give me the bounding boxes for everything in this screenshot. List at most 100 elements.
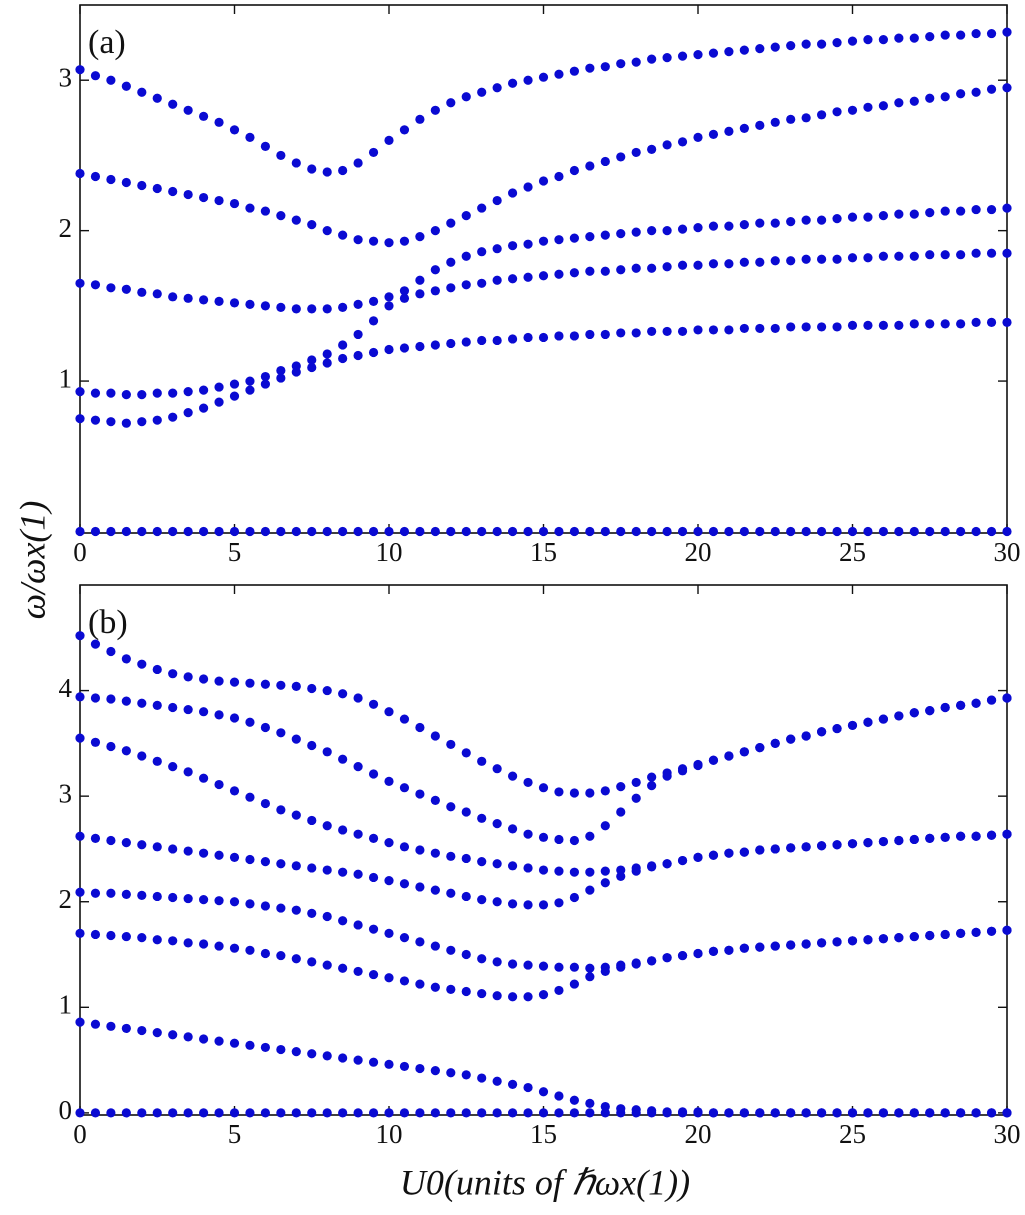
data-point (894, 835, 904, 846)
data-point (523, 75, 533, 85)
data-point (322, 821, 332, 831)
data-point (368, 699, 379, 709)
data-point (152, 842, 162, 852)
x-tick-label: 0 (73, 537, 87, 567)
data-point (801, 254, 811, 264)
data-point (137, 390, 147, 400)
data-point (832, 1108, 842, 1118)
data-point (477, 1108, 487, 1118)
data-point (152, 756, 162, 766)
data-point (600, 1101, 610, 1112)
data-point (647, 144, 657, 155)
y-tick-label: 1 (59, 990, 73, 1020)
x-tick-label: 10 (376, 537, 403, 567)
data-point (276, 859, 286, 869)
data-point (801, 113, 811, 123)
data-point (600, 230, 610, 240)
data-point (260, 371, 270, 382)
data-point (971, 698, 981, 708)
data-point (523, 182, 533, 192)
data-point (461, 251, 471, 261)
data-point (832, 107, 842, 117)
data-point (523, 1108, 533, 1118)
data-point (523, 239, 533, 249)
plot-frame (79, 584, 1008, 1116)
data-point (507, 992, 518, 1002)
data-point (616, 1104, 626, 1114)
data-point (523, 526, 533, 537)
data-point (229, 379, 240, 389)
data-point (477, 278, 487, 288)
data-point (878, 836, 889, 847)
data-point (446, 945, 456, 955)
data-point (260, 798, 270, 809)
data-point (199, 848, 209, 858)
data-point (353, 1055, 363, 1065)
data-point (1002, 27, 1012, 37)
data-point (724, 325, 734, 335)
data-point (461, 891, 471, 902)
data-point (353, 761, 363, 772)
data-point (616, 265, 626, 275)
data-point (152, 93, 162, 103)
data-point (847, 839, 858, 849)
data-point (245, 526, 255, 537)
data-point (353, 693, 363, 703)
data-point (338, 340, 348, 350)
data-point (137, 840, 147, 850)
data-point (569, 1095, 580, 1105)
data-point (600, 1108, 610, 1118)
data-point (260, 901, 270, 911)
data-point (647, 956, 657, 966)
data-point (214, 382, 224, 392)
data-point (121, 284, 131, 294)
data-point (199, 707, 209, 717)
data-point (894, 526, 904, 537)
data-point (940, 92, 950, 102)
data-point (569, 66, 580, 76)
data-point (647, 780, 657, 791)
data-point (801, 526, 811, 537)
data-point (399, 976, 410, 986)
data-point (430, 1108, 440, 1118)
data-point (106, 174, 116, 185)
data-point (600, 786, 610, 796)
data-point (492, 526, 502, 537)
data-point (415, 789, 425, 799)
data-point (307, 1108, 317, 1118)
data-point (430, 526, 440, 537)
y-tick-label: 2 (59, 213, 73, 243)
data-point (260, 679, 270, 689)
data-point (152, 664, 162, 675)
data-point (276, 210, 286, 221)
x-tick-label: 10 (376, 1119, 403, 1149)
data-point (1002, 203, 1012, 213)
data-point (322, 1051, 332, 1061)
data-point (477, 988, 487, 999)
data-point (770, 218, 780, 228)
data-point (585, 972, 595, 982)
data-point (538, 72, 549, 82)
data-point (199, 1108, 209, 1118)
data-point (430, 941, 440, 951)
data-point (399, 1108, 410, 1118)
data-point (755, 1108, 765, 1118)
data-point (507, 1079, 518, 1089)
data-point (909, 1108, 919, 1118)
data-point (693, 1107, 703, 1117)
data-point (276, 526, 286, 537)
data-point (894, 33, 904, 43)
data-point (229, 897, 240, 907)
data-point (770, 323, 780, 334)
data-point (353, 920, 363, 930)
data-point (971, 526, 981, 537)
data-point (214, 397, 224, 407)
x-tick-label: 5 (228, 1119, 242, 1149)
data-point (616, 59, 626, 69)
data-point (461, 949, 471, 960)
data-point (75, 733, 85, 743)
data-point (322, 1108, 332, 1118)
data-point (708, 1108, 719, 1118)
data-point (847, 526, 858, 537)
